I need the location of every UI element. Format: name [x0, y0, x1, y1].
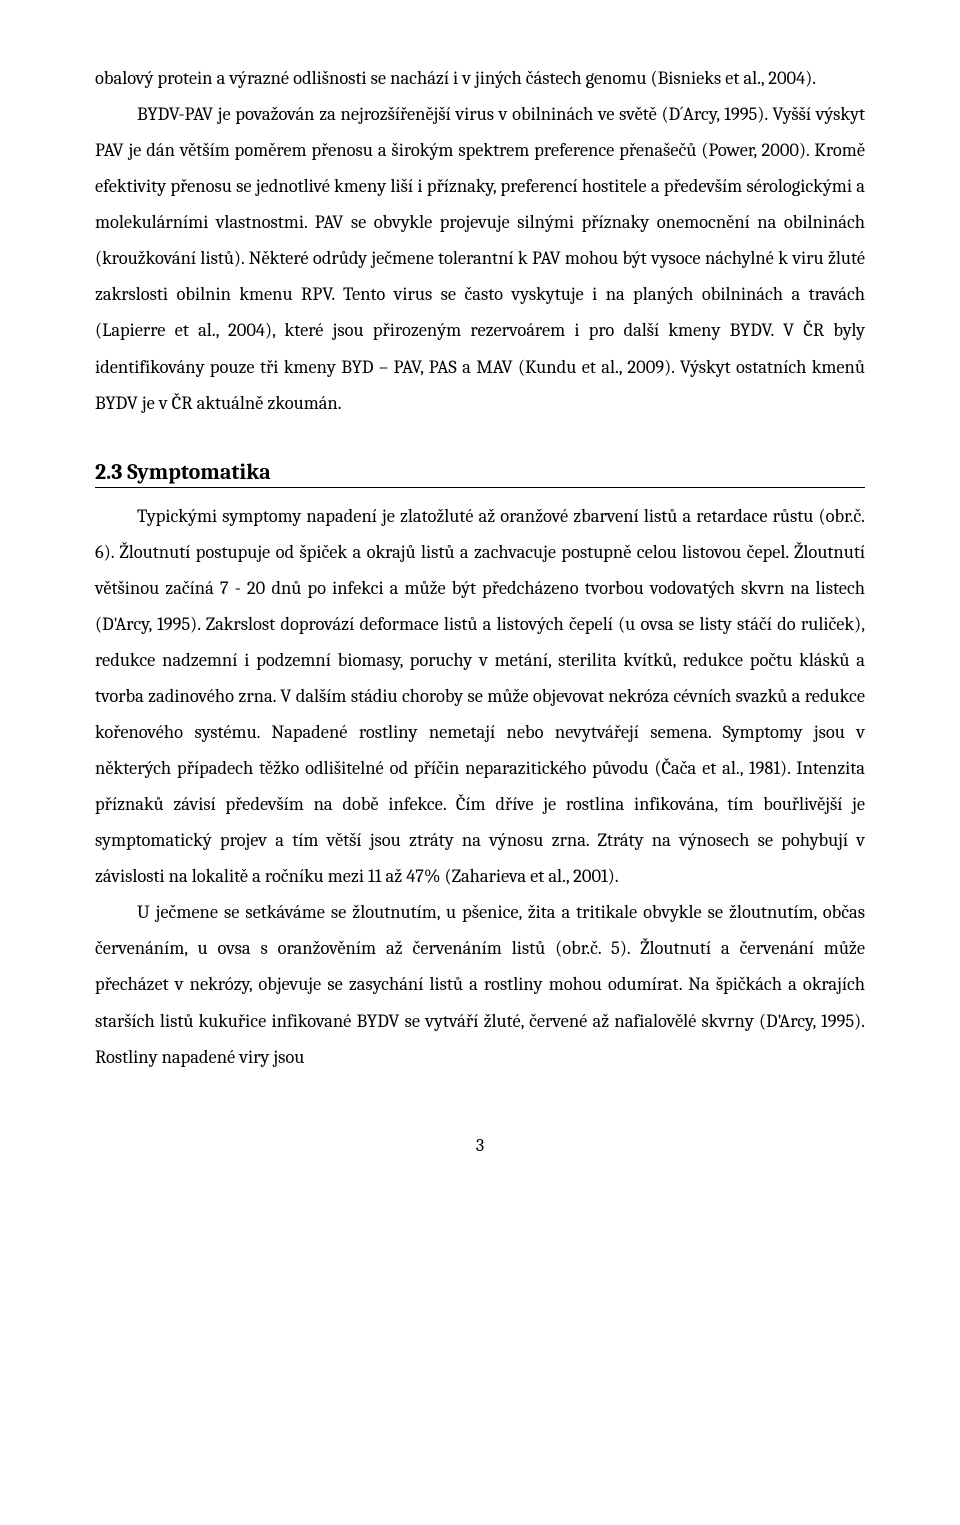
- section-heading-symptomatika: 2.3 Symptomatika: [95, 459, 865, 488]
- paragraph-3: Typickými symptomy napadení je zlatožlut…: [95, 498, 865, 895]
- section-body: Typickými symptomy napadení je zlatožlut…: [95, 498, 865, 1075]
- document-page: obalový protein a výrazné odlišnosti se …: [0, 0, 960, 1196]
- paragraph-4: U ječmene se setkáváme se žloutnutím, u …: [95, 894, 865, 1074]
- page-number: 3: [95, 1135, 865, 1156]
- paragraph-1: obalový protein a výrazné odlišnosti se …: [95, 60, 865, 96]
- paragraph-2: BYDV-PAV je považován za nejrozšířenější…: [95, 96, 865, 421]
